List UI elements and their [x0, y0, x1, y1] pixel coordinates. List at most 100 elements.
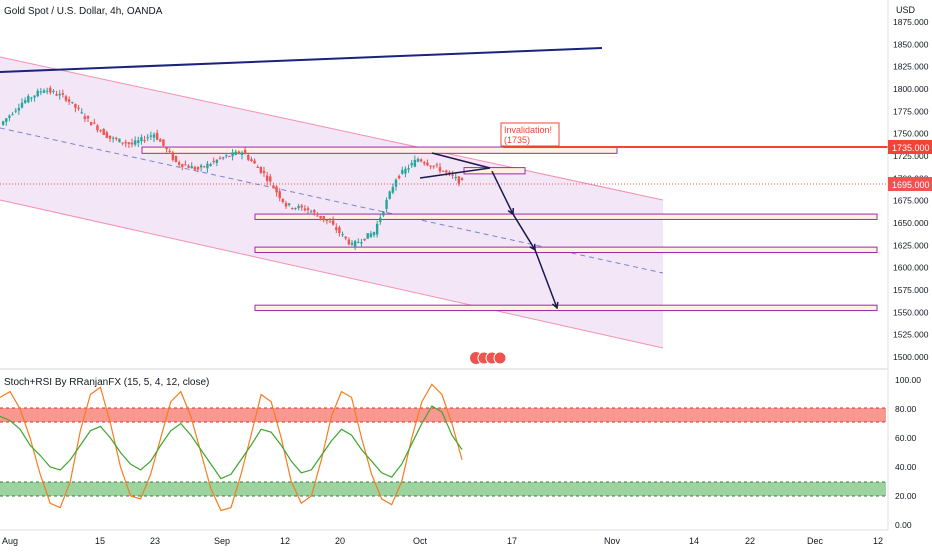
candle-body [319, 215, 322, 219]
candle-body [130, 142, 134, 145]
invalidation-label: Invalidation! [504, 125, 552, 135]
candle-body [99, 130, 102, 132]
supply-demand-zones [141, 146, 878, 312]
currency-label: USD [896, 5, 916, 15]
triangle-upper-line [431, 152, 491, 169]
candle-body [121, 142, 124, 144]
candle-body [143, 140, 146, 142]
candle-body [221, 157, 225, 159]
candle-body [441, 170, 445, 172]
candle-body [331, 220, 335, 225]
price-zone[interactable] [254, 304, 878, 312]
candle-body [369, 233, 373, 238]
oversold-band [0, 482, 886, 496]
channel-upper-line [0, 56, 664, 201]
descending-channel [0, 57, 663, 348]
candle-body [218, 157, 222, 159]
candle-body [250, 159, 253, 161]
candle-body [309, 211, 313, 213]
oscillator-tick-label: 100.00 [895, 375, 921, 385]
candle-body [297, 205, 300, 209]
candle-body [133, 140, 137, 145]
candle-body [401, 170, 404, 174]
candle-body [294, 207, 297, 209]
candle-body [71, 101, 74, 103]
price-zone[interactable] [463, 167, 526, 175]
candle-body [379, 217, 382, 222]
candle-body [102, 128, 105, 135]
candle-body [448, 172, 451, 174]
triangle-lower-line [419, 167, 491, 179]
oscillator-tick-label: 80.00 [895, 404, 917, 414]
candle-body [225, 155, 228, 157]
candle-body [206, 163, 209, 169]
candle-body [413, 159, 417, 167]
candle-body [184, 164, 187, 166]
candle-body [115, 137, 118, 140]
candle-body [394, 179, 398, 187]
candle-body [385, 199, 388, 209]
candle-body [419, 159, 423, 162]
price-tick-label: 1675.000 [893, 196, 929, 206]
price-tick-label: 1750.000 [893, 129, 929, 139]
candle-body [124, 142, 127, 144]
candle-body [291, 208, 294, 210]
candle-body [162, 139, 165, 146]
candle-body [165, 147, 168, 150]
candle-body [391, 187, 395, 193]
candle-body [451, 174, 454, 176]
candle-body [375, 223, 379, 235]
projection-arrow-line [512, 213, 536, 251]
candle-body [187, 165, 190, 168]
invalidation-box[interactable] [500, 122, 560, 147]
candle-body [372, 232, 376, 236]
projection-arrowhead [551, 301, 559, 310]
candle-body [190, 166, 193, 169]
economic-events-icons[interactable] [470, 351, 507, 365]
candle-body [300, 205, 303, 208]
candle-body [83, 116, 87, 119]
candle-body [193, 167, 197, 170]
candle-body [360, 242, 363, 244]
candle-body [341, 234, 344, 236]
candle-body [168, 151, 171, 153]
oscillator-tick-label: 20.00 [895, 491, 917, 501]
long-trendline[interactable] [0, 47, 603, 73]
candle-body [74, 103, 77, 108]
price-tick-label: 1650.000 [893, 218, 929, 228]
candle-body [203, 166, 206, 168]
price-zone[interactable] [254, 246, 878, 253]
time-tick-label: 12 [873, 536, 883, 546]
candle-body [460, 178, 464, 181]
price-zone[interactable] [141, 146, 618, 154]
candle-body [303, 208, 307, 211]
candle-body [363, 238, 366, 241]
price-zone[interactable] [254, 213, 878, 220]
candle-body [287, 203, 291, 205]
candle-body [313, 210, 316, 213]
candle-body [14, 110, 17, 112]
candle-body [347, 239, 351, 245]
candle-body [382, 211, 385, 216]
candle-body [93, 122, 96, 124]
candle-body [281, 198, 285, 203]
candle-body [146, 137, 149, 139]
price-tick-label: 1550.000 [893, 307, 929, 317]
time-tick-label: 17 [507, 536, 517, 546]
time-tick-label: Oct [413, 536, 428, 546]
candle-body [357, 242, 360, 244]
time-tick-label: 20 [335, 536, 345, 546]
candle-body [199, 165, 203, 168]
candle-body [80, 112, 83, 114]
candle-body [149, 135, 153, 137]
candle-body [423, 162, 426, 164]
candle-body [256, 166, 259, 168]
candle-body [77, 107, 80, 109]
candle-body [454, 176, 457, 178]
time-tick-label: Dec [807, 536, 824, 546]
candle-body [231, 152, 234, 157]
price-axis[interactable] [888, 0, 932, 550]
event-flag-icon[interactable] [493, 351, 507, 365]
